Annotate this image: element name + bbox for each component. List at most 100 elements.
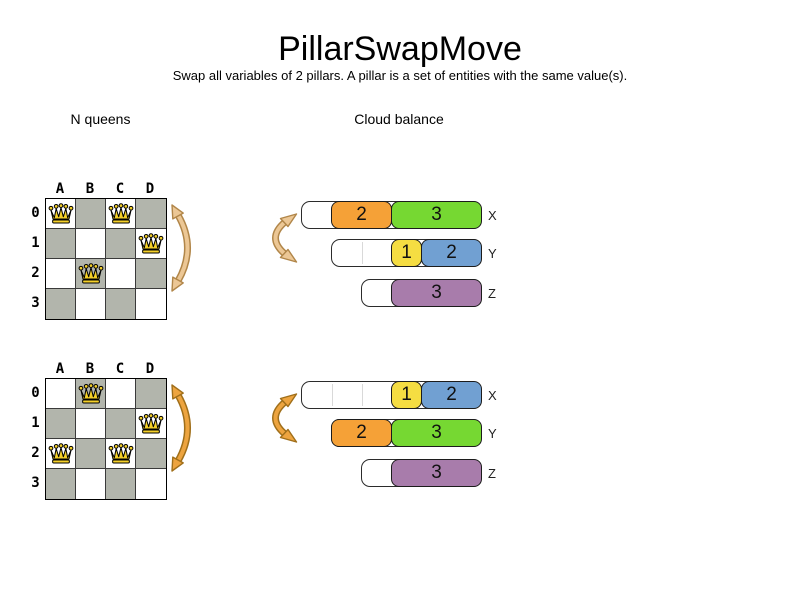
board-column-label: C bbox=[115, 361, 125, 377]
cloud-process-block: 2 bbox=[421, 239, 482, 267]
board-cell bbox=[76, 199, 106, 229]
board-row-label: 1 bbox=[31, 415, 40, 431]
section-heading-nqueens: N queens bbox=[70, 111, 131, 127]
board-cell bbox=[136, 469, 166, 499]
board-cell bbox=[46, 289, 76, 319]
cloud-process-block: 1 bbox=[391, 381, 422, 409]
pillar-swap-arrow bbox=[166, 204, 202, 297]
board-row-label: 3 bbox=[31, 295, 40, 311]
board-cell bbox=[76, 289, 106, 319]
cloud-process-block: 2 bbox=[331, 419, 392, 447]
cloud-computer-bar: 3 bbox=[361, 459, 482, 487]
pillar-swap-arrow bbox=[257, 393, 299, 448]
board-column-label: B bbox=[85, 361, 95, 377]
cloud-computer-bar: 3 bbox=[361, 279, 482, 307]
slot-divider bbox=[362, 384, 363, 406]
board-cell bbox=[46, 229, 76, 259]
board-cell bbox=[46, 439, 76, 469]
board-row-labels: 0 1 2 3 bbox=[28, 378, 43, 498]
board-cell bbox=[46, 259, 76, 289]
board-cell bbox=[46, 469, 76, 499]
queen-icon bbox=[108, 203, 133, 224]
queen-icon bbox=[78, 263, 103, 284]
board-cell bbox=[106, 259, 136, 289]
queen-icon bbox=[48, 443, 73, 464]
board-column-label: A bbox=[55, 361, 65, 377]
swap-arrow-icon bbox=[171, 384, 191, 472]
board-cell bbox=[106, 379, 136, 409]
cloud-row-label: Y bbox=[488, 246, 497, 261]
cloud-process-block: 3 bbox=[391, 459, 482, 487]
swap-arrow-icon bbox=[272, 213, 298, 263]
page-subtitle: Swap all variables of 2 pillars. A pilla… bbox=[172, 68, 628, 83]
board-column-labels: A B C D bbox=[45, 361, 165, 377]
board-cell bbox=[106, 229, 136, 259]
board-row-labels: 0 1 2 3 bbox=[28, 198, 43, 318]
board-cell bbox=[76, 229, 106, 259]
cloud-row-label: Y bbox=[488, 426, 497, 441]
board-cell bbox=[76, 469, 106, 499]
board-row-label: 3 bbox=[31, 475, 40, 491]
cloud-process-block: 2 bbox=[421, 381, 482, 409]
page-title: PillarSwapMove bbox=[278, 30, 522, 68]
cloud-process-block: 3 bbox=[391, 201, 482, 229]
board-row-label: 0 bbox=[31, 385, 40, 401]
slot-divider bbox=[332, 384, 333, 406]
slot-divider bbox=[362, 242, 363, 264]
board-cell bbox=[106, 199, 136, 229]
cloud-row-label: Z bbox=[488, 466, 496, 481]
chessboard bbox=[45, 198, 167, 320]
pillar-swap-arrow bbox=[257, 213, 299, 268]
board-column-label: B bbox=[85, 181, 95, 197]
board-row-label: 1 bbox=[31, 235, 40, 251]
board-cell bbox=[76, 439, 106, 469]
board-cell bbox=[46, 199, 76, 229]
board-cell bbox=[136, 259, 166, 289]
board-cell bbox=[46, 409, 76, 439]
board-cell bbox=[106, 289, 136, 319]
board-cell bbox=[76, 259, 106, 289]
board-cell bbox=[106, 469, 136, 499]
pillar-swap-arrow bbox=[166, 384, 202, 477]
board-cell bbox=[106, 409, 136, 439]
board-column-labels: A B C D bbox=[45, 181, 165, 197]
board-row-label: 2 bbox=[31, 445, 40, 461]
board-cell bbox=[106, 439, 136, 469]
board-cell bbox=[76, 409, 106, 439]
board-cell bbox=[136, 199, 166, 229]
board-cell bbox=[136, 379, 166, 409]
board-column-label: C bbox=[115, 181, 125, 197]
board-cell bbox=[76, 379, 106, 409]
swap-arrow-icon bbox=[171, 204, 191, 292]
cloud-row-label: X bbox=[488, 388, 497, 403]
cloud-row-label: Z bbox=[488, 286, 496, 301]
board-row-label: 2 bbox=[31, 265, 40, 281]
board-column-label: D bbox=[145, 181, 155, 197]
queen-icon bbox=[78, 383, 103, 404]
cloud-process-block: 3 bbox=[391, 419, 482, 447]
nqueens-board-after: A B C D 0 1 2 3 bbox=[28, 361, 168, 501]
nqueens-board-before: A B C D 0 1 2 3 bbox=[28, 181, 168, 321]
swap-arrow-icon bbox=[272, 393, 298, 443]
board-cell bbox=[46, 379, 76, 409]
queen-icon bbox=[138, 233, 164, 254]
section-heading-cloud-balance: Cloud balance bbox=[354, 111, 444, 127]
cloud-row-label: X bbox=[488, 208, 497, 223]
board-cell bbox=[136, 289, 166, 319]
board-row-label: 0 bbox=[31, 205, 40, 221]
queen-icon bbox=[108, 443, 133, 464]
cloud-process-block: 1 bbox=[391, 239, 422, 267]
board-column-label: D bbox=[145, 361, 155, 377]
cloud-process-block: 3 bbox=[391, 279, 482, 307]
board-cell bbox=[136, 229, 166, 259]
cloud-process-block: 2 bbox=[331, 201, 392, 229]
board-cell bbox=[136, 409, 166, 439]
queen-icon bbox=[138, 413, 164, 434]
board-column-label: A bbox=[55, 181, 65, 197]
queen-icon bbox=[48, 203, 73, 224]
